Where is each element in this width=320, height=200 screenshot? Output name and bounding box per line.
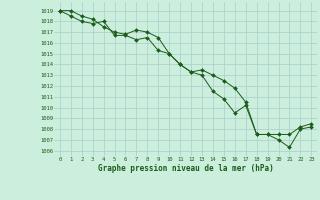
X-axis label: Graphe pression niveau de la mer (hPa): Graphe pression niveau de la mer (hPa) — [98, 164, 274, 173]
